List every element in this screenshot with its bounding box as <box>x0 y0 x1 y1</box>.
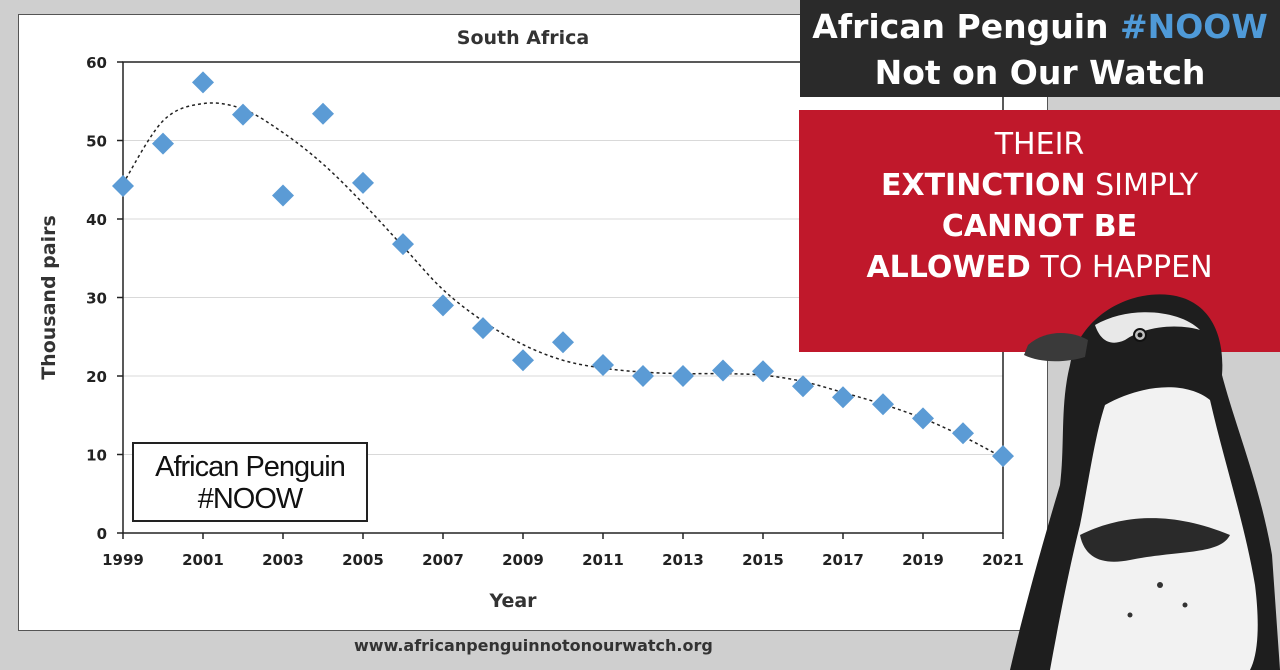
data-point <box>512 349 534 372</box>
data-point <box>872 393 894 416</box>
data-point <box>192 71 214 94</box>
data-point <box>552 331 574 354</box>
banner-word-their: THEIR <box>994 127 1085 162</box>
x-tick-label: 2015 <box>742 551 784 569</box>
data-point <box>352 171 374 194</box>
data-point <box>832 386 854 409</box>
data-point <box>792 375 814 398</box>
data-point <box>152 132 174 155</box>
header-title-prefix: African Penguin <box>812 7 1120 46</box>
x-tick-label: 2017 <box>822 551 864 569</box>
header-box: African Penguin #NOOW Not on Our Watch <box>800 0 1280 97</box>
banner-word-cannot-be: CANNOT BE <box>941 209 1138 244</box>
y-tick-label: 10 <box>86 447 107 465</box>
y-tick-label: 0 <box>97 525 107 543</box>
x-tick-label: 2009 <box>502 551 544 569</box>
banner-word-allowed: ALLOWED <box>866 250 1031 285</box>
header-title-tag: #NOOW <box>1119 7 1268 46</box>
data-point <box>672 365 694 387</box>
data-point <box>392 233 414 256</box>
footer-url[interactable]: www.africanpenguinnotonourwatch.org <box>354 636 713 655</box>
scatter-chart: 0 10 20 30 40 50 60 1999 2001 2003 2005 2007 2009 201… <box>38 27 1024 612</box>
watermark-line1: African Penguin <box>155 451 346 483</box>
y-tick-label: 60 <box>86 54 107 72</box>
x-tick-label: 2005 <box>342 551 384 569</box>
data-point <box>992 445 1014 468</box>
y-axis-label: Thousand pairs <box>38 215 60 380</box>
y-tick-label: 20 <box>86 368 107 386</box>
x-tick-label: 1999 <box>102 551 144 569</box>
y-tick-label: 50 <box>86 133 107 151</box>
data-point <box>752 360 774 383</box>
y-tick-label: 40 <box>86 211 107 229</box>
data-point <box>592 354 614 377</box>
y-tick-label: 30 <box>86 290 107 308</box>
header-subtitle: Not on Our Watch <box>874 53 1206 92</box>
x-tick-label: 2013 <box>662 551 704 569</box>
data-point <box>472 317 494 340</box>
chart-title: South Africa <box>457 27 589 49</box>
banner-word-extinction: EXTINCTION <box>880 168 1086 203</box>
data-point <box>232 103 254 126</box>
banner-word-to-happen: TO HAPPEN <box>1030 250 1213 285</box>
x-tick-label: 2003 <box>262 551 304 569</box>
banner-word-simply: SIMPLY <box>1085 168 1199 203</box>
data-point <box>112 175 134 198</box>
data-point <box>432 294 454 317</box>
x-tick-label: 2021 <box>982 551 1024 569</box>
x-tick-label: 2007 <box>422 551 464 569</box>
data-point <box>632 365 654 387</box>
x-tick-label: 2011 <box>582 551 624 569</box>
trend-line <box>122 102 1004 459</box>
x-tick-label: 2019 <box>902 551 944 569</box>
data-point <box>272 184 294 207</box>
watermark-box: African Penguin #NOOW <box>132 442 368 522</box>
data-point <box>912 407 934 430</box>
data-point <box>952 422 974 445</box>
x-axis-label: Year <box>488 590 537 612</box>
data-point <box>312 102 334 125</box>
african-penguin-photo <box>1010 294 1280 670</box>
data-point <box>712 359 734 382</box>
watermark-line2: #NOOW <box>197 483 304 515</box>
header-title: African Penguin #NOOW <box>800 0 1280 51</box>
x-tick-label: 2001 <box>182 551 224 569</box>
